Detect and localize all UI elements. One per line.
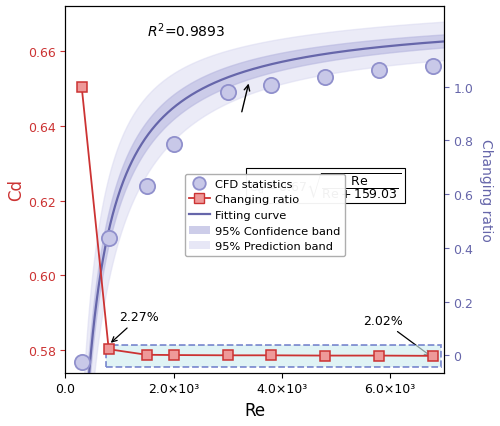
- Point: [429, 63, 437, 70]
- X-axis label: Re: Re: [244, 401, 265, 419]
- Point: [170, 142, 177, 149]
- Text: $C_\mathrm{d}=0.67\sqrt{\dfrac{\mathrm{Re}}{\mathrm{Re}+159.03}}$: $C_\mathrm{d}=0.67\sqrt{\dfrac{\mathrm{R…: [250, 171, 402, 201]
- Bar: [106, 345, 441, 368]
- Text: 2.02%: 2.02%: [363, 314, 430, 355]
- Text: $R^2$=0.9893: $R^2$=0.9893: [146, 21, 224, 40]
- Point: [375, 67, 383, 74]
- Point: [224, 89, 232, 96]
- Point: [78, 358, 86, 365]
- Point: [104, 235, 112, 242]
- Y-axis label: Cd: Cd: [7, 179, 25, 201]
- Text: 2.27%: 2.27%: [112, 311, 160, 342]
- Point: [267, 82, 275, 89]
- Legend: CFD statistics, Changing ratio, Fitting curve, 95% Confidence band, 95% Predicti: CFD statistics, Changing ratio, Fitting …: [184, 175, 346, 256]
- Point: [321, 75, 329, 81]
- Point: [142, 183, 150, 190]
- Y-axis label: Changing ratio: Changing ratio: [479, 138, 493, 241]
